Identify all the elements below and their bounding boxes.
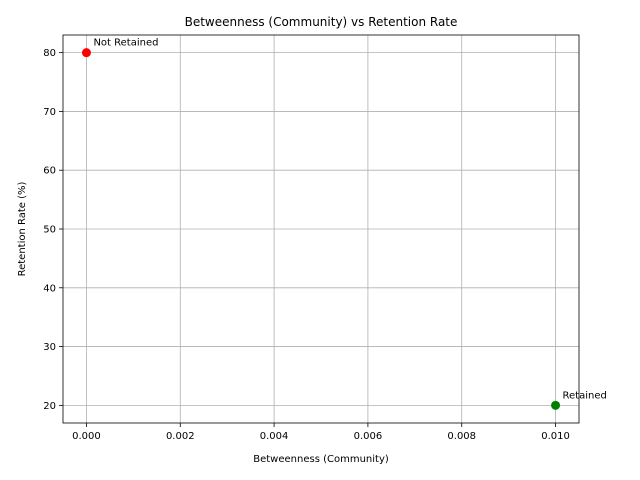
chart-title: Betweenness (Community) vs Retention Rat… bbox=[185, 15, 458, 29]
y-tick-label: 80 bbox=[43, 48, 56, 59]
y-tick-label: 30 bbox=[43, 342, 56, 353]
x-tick-label: 0.000 bbox=[72, 431, 101, 442]
x-tick-label: 0.008 bbox=[447, 431, 476, 442]
x-tick-label: 0.004 bbox=[260, 431, 289, 442]
y-tick-label: 50 bbox=[43, 225, 56, 236]
point-annotation: Retained bbox=[563, 390, 607, 401]
y-axis-ticks: 20 30 40 50 60 70 80 bbox=[43, 48, 63, 412]
x-axis-label: Betweenness (Community) bbox=[253, 454, 389, 465]
data-points bbox=[81, 48, 561, 410]
data-point bbox=[551, 400, 561, 410]
x-axis-ticks: 0.000 0.002 0.004 0.006 0.008 0.010 bbox=[72, 423, 570, 442]
y-axis-label: Retention Rate (%) bbox=[17, 181, 28, 276]
x-tick-label: 0.010 bbox=[541, 431, 570, 442]
point-annotation: Not Retained bbox=[93, 38, 158, 49]
y-tick-label: 70 bbox=[43, 107, 56, 118]
x-tick-label: 0.002 bbox=[166, 431, 195, 442]
grid bbox=[63, 35, 579, 423]
data-point bbox=[81, 48, 91, 58]
point-annotations: Not Retained Retained bbox=[93, 38, 606, 402]
y-tick-label: 40 bbox=[43, 283, 56, 294]
y-tick-label: 60 bbox=[43, 166, 56, 177]
x-tick-label: 0.006 bbox=[354, 431, 383, 442]
y-tick-label: 20 bbox=[43, 401, 56, 412]
